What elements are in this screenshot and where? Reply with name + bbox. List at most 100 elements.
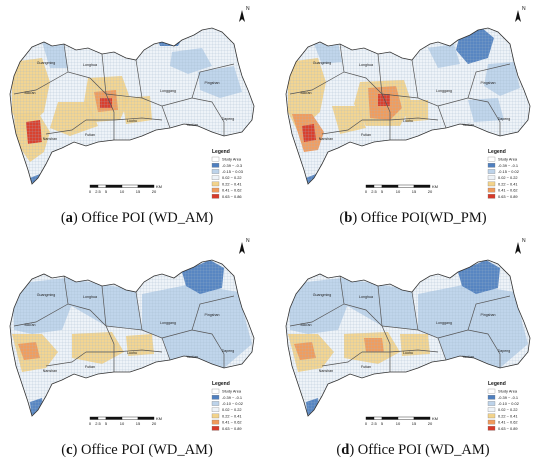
district-label: Nanshan [43, 137, 57, 141]
scale-tick-label: 20 [428, 421, 433, 426]
district-boundary [381, 325, 447, 361]
legend-label: 0.41 ~ 0.62 [498, 420, 518, 425]
district-boundary [321, 351, 363, 367]
district-label: Dapeng [498, 117, 511, 121]
district-label: Dapeng [222, 117, 235, 121]
legend-label: Study Area [222, 389, 242, 394]
legend-label: -0.10 ~ 0.02 [222, 401, 243, 406]
district-label: Guangming [37, 61, 56, 65]
district-label: Futian [85, 365, 95, 369]
legend-swatch [211, 181, 220, 187]
study-area-outline [285, 27, 531, 185]
district-boundary [437, 97, 501, 136]
legend-title: Legend [212, 381, 230, 387]
district-label: Yantian [186, 355, 198, 359]
legend-swatch [211, 156, 220, 162]
legend: Legend Study Area-0.39 ~ -0.1-0.15 ~ 0.02… [487, 149, 519, 199]
district-label: Guangming [37, 293, 56, 297]
district-boundary [377, 53, 383, 95]
scale-segment [137, 416, 155, 420]
legend-swatch [487, 169, 496, 174]
scale-segment [121, 184, 139, 188]
study-area-outline [9, 27, 255, 185]
district-boundary [135, 291, 143, 331]
legend-swatch [211, 419, 220, 425]
scale-segment [89, 184, 99, 188]
legend-swatch [211, 407, 220, 412]
scale-tick-label: 2.5 [371, 189, 377, 194]
legend-title: Legend [212, 149, 230, 155]
district-label: Longgang [160, 89, 176, 93]
legend-label: 0.63 ~ 0.89 [222, 426, 242, 431]
district-boundary [411, 59, 419, 99]
caption-d: (d) Office POI (WD_AM) [336, 442, 490, 458]
scale-tick-label: 15 [136, 421, 141, 426]
scale-segment [413, 184, 431, 188]
north-label: N [522, 6, 526, 12]
map-b: Guangming Longhua Bao'an Longgang Pingshan Fu… [285, 6, 531, 199]
map-c: Guangming Longhua Bao'an Longgang Pingshan Fu… [9, 238, 255, 431]
district-label: Luohu [127, 119, 137, 123]
legend-label: 0.22 ~ 0.41 [222, 181, 242, 186]
district-boundary [86, 117, 163, 121]
caption-text: Office POI (WD_AM) [81, 210, 214, 226]
scale-unit: KM [432, 184, 438, 189]
district-boundary [191, 295, 235, 331]
district-boundary [101, 53, 107, 95]
scale-tick-label: 5 [381, 189, 384, 194]
caption-text: Office POI (WD_AM) [80, 442, 213, 458]
map-panel-a: Guangming Longhua Bao'an Longgang Pingshan Fu… [2, 2, 272, 232]
legend-label: 0.02 ~ 0.22 [222, 175, 242, 180]
scale-tick-label: 10 [120, 421, 125, 426]
scale-segment [365, 416, 375, 420]
district-boundary [411, 291, 419, 331]
legend-label: Study Area [498, 157, 518, 162]
district-label: Bao'an [300, 323, 311, 327]
district-boundary [467, 295, 511, 331]
legend-label: Study Area [498, 389, 518, 394]
legend-swatch [211, 169, 220, 174]
scale-tick-label: 5 [381, 421, 384, 426]
legend-swatch [211, 187, 220, 193]
district-label: Nanshan [319, 369, 333, 373]
legend-label: 0.22 ~ 0.41 [222, 413, 242, 418]
district-label: Bao'an [24, 91, 35, 95]
district-boundary [339, 43, 391, 140]
legend-swatch [487, 395, 496, 400]
district-label: Pingshan [481, 313, 496, 317]
legend-swatch [487, 156, 496, 162]
legend: Legend Study Area-0.39 ~ -0.1-0.10 ~ 0.02… [211, 381, 243, 431]
district-boundary [362, 117, 439, 121]
caption-text: Office POI(WD_PM) [360, 210, 487, 226]
legend-label: -0.10 ~ 0.02 [498, 401, 519, 406]
district-boundary [161, 97, 225, 136]
scale-tick-label: 15 [136, 189, 141, 194]
legend-label: 0.63 ~ 0.86 [222, 194, 242, 199]
district-label: Yantian [186, 123, 198, 127]
study-area-outline [285, 259, 531, 417]
legend-swatch [211, 401, 220, 406]
district-boundary [63, 275, 115, 372]
legend-label: -0.39 ~ -0.3 [222, 163, 242, 168]
scale-segment [97, 416, 107, 420]
scale-segment [373, 416, 383, 420]
legend-swatch [487, 401, 496, 406]
district-boundary [161, 329, 225, 368]
map-figure-b: Guangming Longhua Bao'an Longgang Pingshan Fu… [285, 6, 531, 199]
scale-unit: KM [432, 416, 438, 421]
scale-segment [413, 416, 431, 420]
legend-label: 0.02 ~ 0.22 [222, 407, 242, 412]
caption-letter: b [344, 210, 353, 226]
district-label: Longhua [359, 295, 373, 299]
district-label: Luohu [127, 351, 137, 355]
scale-tick-label: 0 [89, 421, 92, 426]
map-panel-b: Guangming Longhua Bao'an Longgang Pingshan Fu… [278, 2, 548, 232]
legend-swatch [487, 407, 496, 412]
scale-tick-label: 10 [120, 189, 125, 194]
legend: Legend Study Area-0.39 ~ -0.1-0.10 ~ 0.02… [487, 381, 519, 431]
caption-b: (b) Office POI(WD_PM) [339, 210, 487, 226]
legend-swatch [211, 413, 220, 419]
district-label: Longhua [83, 295, 97, 299]
